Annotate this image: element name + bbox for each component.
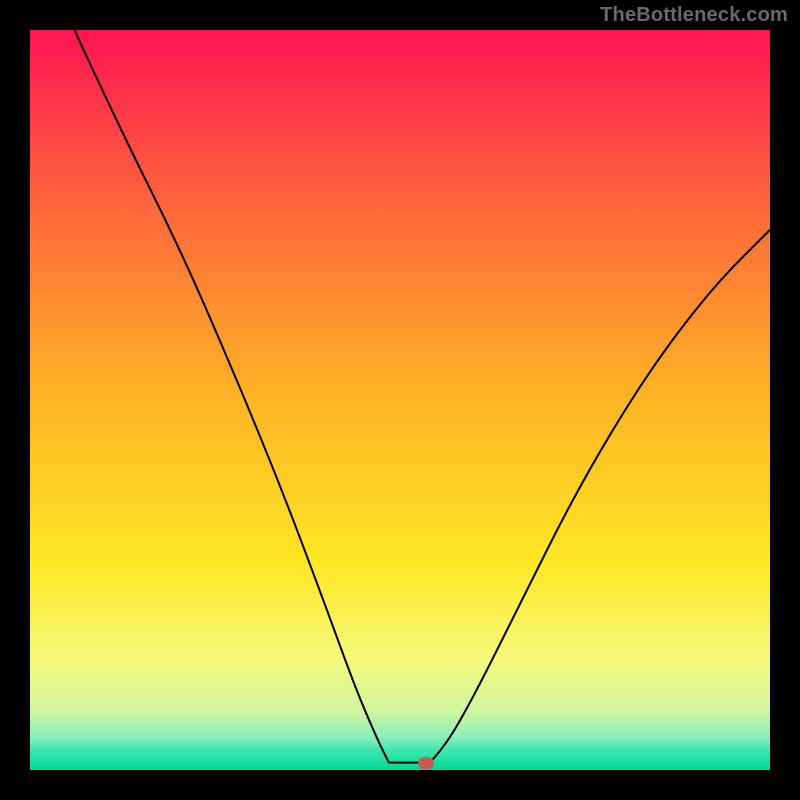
optimum-marker <box>418 757 434 769</box>
bottleneck-curve <box>30 30 770 770</box>
watermark-text: TheBottleneck.com <box>600 4 788 27</box>
chart-stage: TheBottleneck.com <box>0 0 800 800</box>
plot-area <box>30 30 770 770</box>
curve-path <box>74 30 770 763</box>
